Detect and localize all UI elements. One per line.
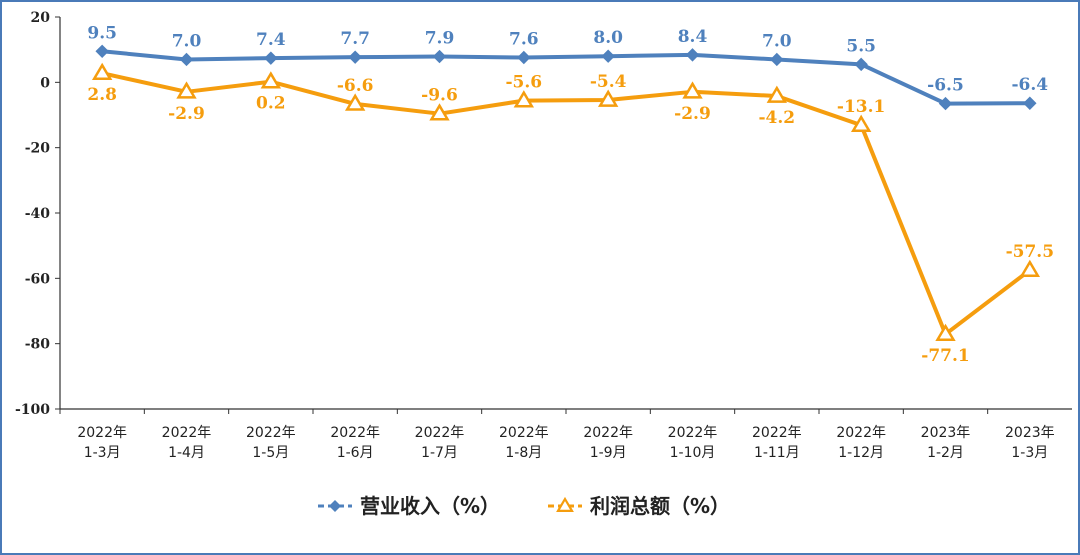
legend-diamond-icon bbox=[329, 500, 341, 512]
series-1-data-label: -6.4 bbox=[1012, 75, 1049, 95]
series-1-data-label: 7.9 bbox=[425, 29, 455, 49]
series-2-data-label: -5.4 bbox=[590, 72, 627, 92]
series-2-marker bbox=[682, 81, 703, 99]
series-2-marker bbox=[344, 93, 366, 111]
series-1-marker bbox=[1023, 96, 1037, 110]
series-lines bbox=[101, 49, 1032, 337]
series-line-1 bbox=[101, 49, 1030, 106]
x-tick-label: 2023年 1-2月 bbox=[921, 425, 971, 461]
legend-label: 营业收入（%） bbox=[360, 494, 500, 518]
x-tick-label: 2022年 1-6月 bbox=[330, 425, 380, 461]
series-2-data-label: -2.9 bbox=[168, 104, 205, 124]
series-2-data-label: -4.2 bbox=[759, 108, 796, 128]
y-tick-label: -40 bbox=[25, 206, 51, 222]
series-2-data-label: -2.9 bbox=[674, 104, 711, 124]
series-line-2 bbox=[101, 71, 1032, 337]
series-1-data-label: 7.0 bbox=[172, 31, 202, 51]
y-tick-label: -20 bbox=[25, 141, 51, 157]
y-tick-label: 20 bbox=[31, 10, 51, 26]
y-tick-label: -80 bbox=[25, 337, 51, 353]
x-tick-label: 2022年 1-10月 bbox=[668, 425, 718, 461]
legend-item-2: 利润总额（%） bbox=[548, 494, 730, 518]
legend-triangle-icon bbox=[556, 496, 574, 512]
series-1-marker bbox=[517, 50, 531, 65]
series-2-data-label: -9.6 bbox=[421, 86, 458, 106]
series-1-data-label: 8.4 bbox=[678, 27, 708, 47]
x-tick-label: 2022年 1-3月 bbox=[77, 425, 127, 461]
series-2-marker bbox=[176, 81, 197, 99]
series-2-marker bbox=[935, 323, 956, 342]
series-2-data-label: -6.6 bbox=[337, 76, 374, 96]
series-2-marker bbox=[429, 103, 450, 121]
series-1-marker bbox=[938, 96, 953, 111]
x-tick-label: 2022年 1-9月 bbox=[583, 425, 633, 461]
series-2-marker bbox=[597, 89, 619, 107]
series-1-data-label: 9.5 bbox=[87, 23, 117, 43]
series-1-marker bbox=[264, 51, 278, 65]
series-2-data-label: -57.5 bbox=[1006, 242, 1054, 262]
x-tick-label: 2023年 1-3月 bbox=[1005, 425, 1055, 461]
series-1-marker bbox=[854, 57, 868, 72]
series-2-marker bbox=[91, 62, 113, 81]
series-markers bbox=[91, 44, 1041, 342]
y-tick-label: -60 bbox=[25, 271, 51, 287]
series-1-data-label: 5.5 bbox=[846, 36, 876, 56]
series-1-marker bbox=[348, 50, 362, 64]
series-1-marker bbox=[432, 49, 447, 64]
series-1-data-label: -6.5 bbox=[927, 76, 964, 96]
series-2-marker bbox=[850, 114, 872, 132]
series-1-marker bbox=[179, 52, 194, 67]
y-tick-label: 0 bbox=[40, 75, 50, 91]
series-2-marker bbox=[766, 85, 788, 103]
series-1-data-label: 7.6 bbox=[509, 30, 539, 50]
y-tick-label: -100 bbox=[15, 402, 50, 418]
x-tick-label: 2022年 1-4月 bbox=[162, 425, 212, 461]
x-tick-label: 2022年 1-12月 bbox=[836, 425, 886, 461]
series-1-data-label: 7.0 bbox=[762, 31, 792, 51]
x-tick-label: 2022年 1-8月 bbox=[499, 425, 549, 461]
series-2-data-label: -77.1 bbox=[921, 346, 969, 366]
series-2-marker bbox=[260, 71, 282, 89]
data-labels: 9.5 7.0 7.4 7.7 7.9 7.6 8.0 8.4 7.0 5.5 -6.5 -6.4 2.… bbox=[87, 23, 1054, 366]
series-2-data-label: 2.8 bbox=[87, 85, 117, 105]
series-1-marker bbox=[685, 48, 700, 62]
series-1-marker bbox=[95, 44, 109, 59]
series-2-marker bbox=[1019, 259, 1041, 278]
series-1-data-label: 7.7 bbox=[340, 29, 370, 49]
series-2-data-label: -13.1 bbox=[837, 97, 885, 117]
axes: 20 0 -20 -40 -60 -80 -100 2022年 1-3月 2022年 1-4月 202… bbox=[15, 10, 1072, 461]
x-tick-label: 2022年 1-5月 bbox=[246, 425, 296, 461]
series-1-marker bbox=[601, 49, 615, 63]
series-2-marker bbox=[513, 90, 535, 108]
legend-label: 利润总额（%） bbox=[590, 494, 730, 518]
legend-item-1: 营业收入（%） bbox=[318, 494, 500, 518]
x-tick-label: 2022年 1-7月 bbox=[415, 425, 465, 461]
series-1-marker bbox=[770, 52, 784, 67]
series-1-data-label: 7.4 bbox=[256, 30, 286, 50]
series-1-data-label: 8.0 bbox=[593, 28, 623, 48]
series-2-data-label: 0.2 bbox=[256, 94, 286, 114]
x-tick-label: 2022年 1-11月 bbox=[752, 425, 802, 461]
legend: 营业收入（%） 利润总额（%） bbox=[318, 494, 730, 518]
series-2-data-label: -5.6 bbox=[506, 73, 543, 93]
